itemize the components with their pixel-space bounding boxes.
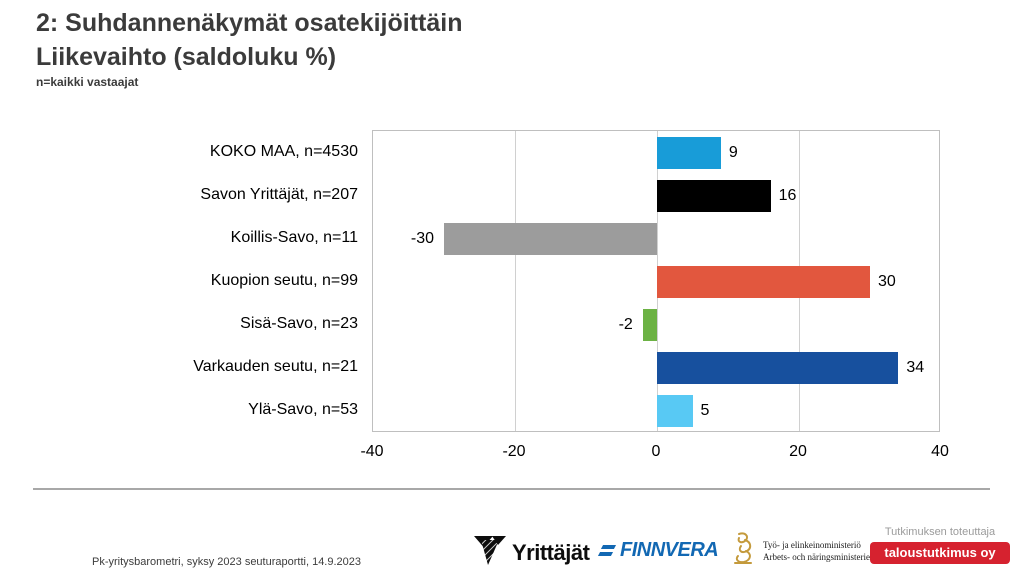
gridline <box>514 131 516 431</box>
bar-0 <box>657 136 721 169</box>
finnvera-stripes-icon <box>597 545 617 556</box>
x-axis-tick-labels: -40 -20 0 20 40 <box>0 443 1024 465</box>
bar-value-label: -2 <box>618 316 633 334</box>
yrittajat-wordmark: Yrittäjät <box>512 539 590 565</box>
bar-value-label: 34 <box>906 359 925 377</box>
bar-value-label: 16 <box>778 186 797 204</box>
bar-6 <box>657 395 693 428</box>
footer-divider <box>33 488 990 490</box>
x-tick-label: 20 <box>789 443 807 460</box>
category-label: Sisä-Savo, n=23 <box>240 315 358 333</box>
yrittajat-logo: Yrittäjät <box>472 532 590 573</box>
bar-value-label: 30 <box>878 273 896 290</box>
bar-2 <box>444 222 657 255</box>
page-title-line2: Liikevaihto (saldoluku %) <box>36 43 337 71</box>
bar-value-label: 5 <box>700 402 710 420</box>
category-label: Kuopion seutu, n=99 <box>210 271 358 289</box>
research-provider-label: Tutkimuksen toteuttaja <box>884 526 996 538</box>
category-label: Varkauden seutu, n=21 <box>193 358 358 376</box>
category-label: Ylä-Savo, n=53 <box>248 401 358 419</box>
x-tick-label: -20 <box>502 443 526 460</box>
yrittajat-triangle-icon <box>472 532 508 573</box>
category-label: Savon Yrittäjät, n=207 <box>200 185 358 203</box>
bar-5 <box>657 352 899 385</box>
bar-value-label: 9 <box>728 143 738 161</box>
ministry-name: Työ- ja elinkeinoministeriö Arbets- och … <box>763 539 872 563</box>
bar-4 <box>642 309 657 342</box>
x-tick-label: -40 <box>360 443 384 460</box>
taloustutkimus-logo: Tutkimuksen toteuttaja taloustutkimus oy <box>868 526 1012 564</box>
x-tick-label: 0 <box>651 443 661 460</box>
ministry-logo: Työ- ja elinkeinoministeriö Arbets- och … <box>731 530 872 571</box>
bar-1 <box>657 179 771 212</box>
bar-value-label: -30 <box>410 229 434 247</box>
report-footer-text: Pk-yritysbarometri, syksy 2023 seuturapo… <box>92 556 362 568</box>
page-title-line1: 2: Suhdannenäkymät osatekijöittäin <box>36 9 463 37</box>
sample-note: n=kaikki vastaajat <box>36 75 139 89</box>
bar-3 <box>657 266 870 298</box>
finnvera-wordmark: FINNVERA <box>620 539 719 561</box>
finnvera-logo: FINNVERA <box>597 539 719 562</box>
category-label: Koillis-Savo, n=11 <box>230 228 358 246</box>
ministry-name-sv: Arbets- och näringsministeriet <box>763 551 873 562</box>
category-label: KOKO MAA, n=4530 <box>209 142 358 160</box>
ministry-name-fi: Työ- ja elinkeinoministeriö <box>763 539 861 550</box>
taloustutkimus-badge: taloustutkimus oy <box>870 542 1010 564</box>
category-axis-labels: KOKO MAA, n=4530 Savon Yrittäjät, n=207 Ko… <box>0 130 358 432</box>
x-tick-label: 40 <box>931 443 949 460</box>
bar-chart-plot-area: 9 16 -30 30 -2 34 5 <box>372 130 940 432</box>
title-block: 2: Suhdannenäkymät osatekijöittäin Liike… <box>36 6 463 89</box>
ministry-lion-icon <box>731 530 757 571</box>
